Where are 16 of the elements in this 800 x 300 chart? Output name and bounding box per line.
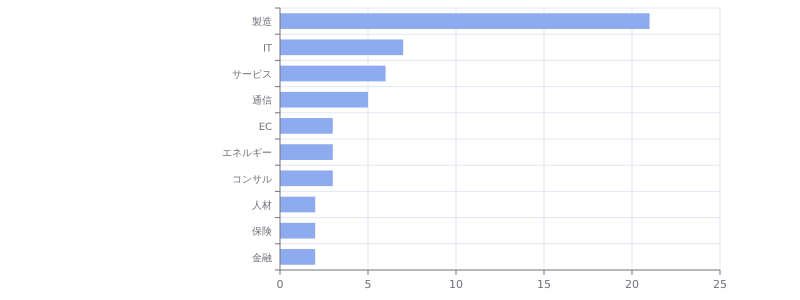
y-tick-label: IT bbox=[262, 43, 273, 54]
y-tick-label: 金融 bbox=[252, 252, 272, 264]
x-tick-label: 25 bbox=[713, 278, 727, 291]
y-tick-label: 製造 bbox=[252, 16, 272, 28]
y-tick-label: EC bbox=[258, 122, 272, 133]
y-tick-label: コンサル bbox=[232, 174, 272, 186]
y-tick-label: エネルギー bbox=[222, 147, 272, 160]
x-tick-label: 0 bbox=[276, 278, 284, 291]
x-tick-label: 15 bbox=[537, 278, 551, 291]
y-tick-label: 人材 bbox=[252, 200, 272, 212]
x-tick-label: 20 bbox=[625, 278, 639, 291]
x-tick-label: 10 bbox=[449, 278, 463, 291]
y-tick-label: 保険 bbox=[252, 226, 272, 238]
y-tick-label: サービス bbox=[232, 70, 272, 80]
x-tick-label: 5 bbox=[364, 278, 372, 291]
y-tick-label: 通信 bbox=[252, 94, 272, 107]
